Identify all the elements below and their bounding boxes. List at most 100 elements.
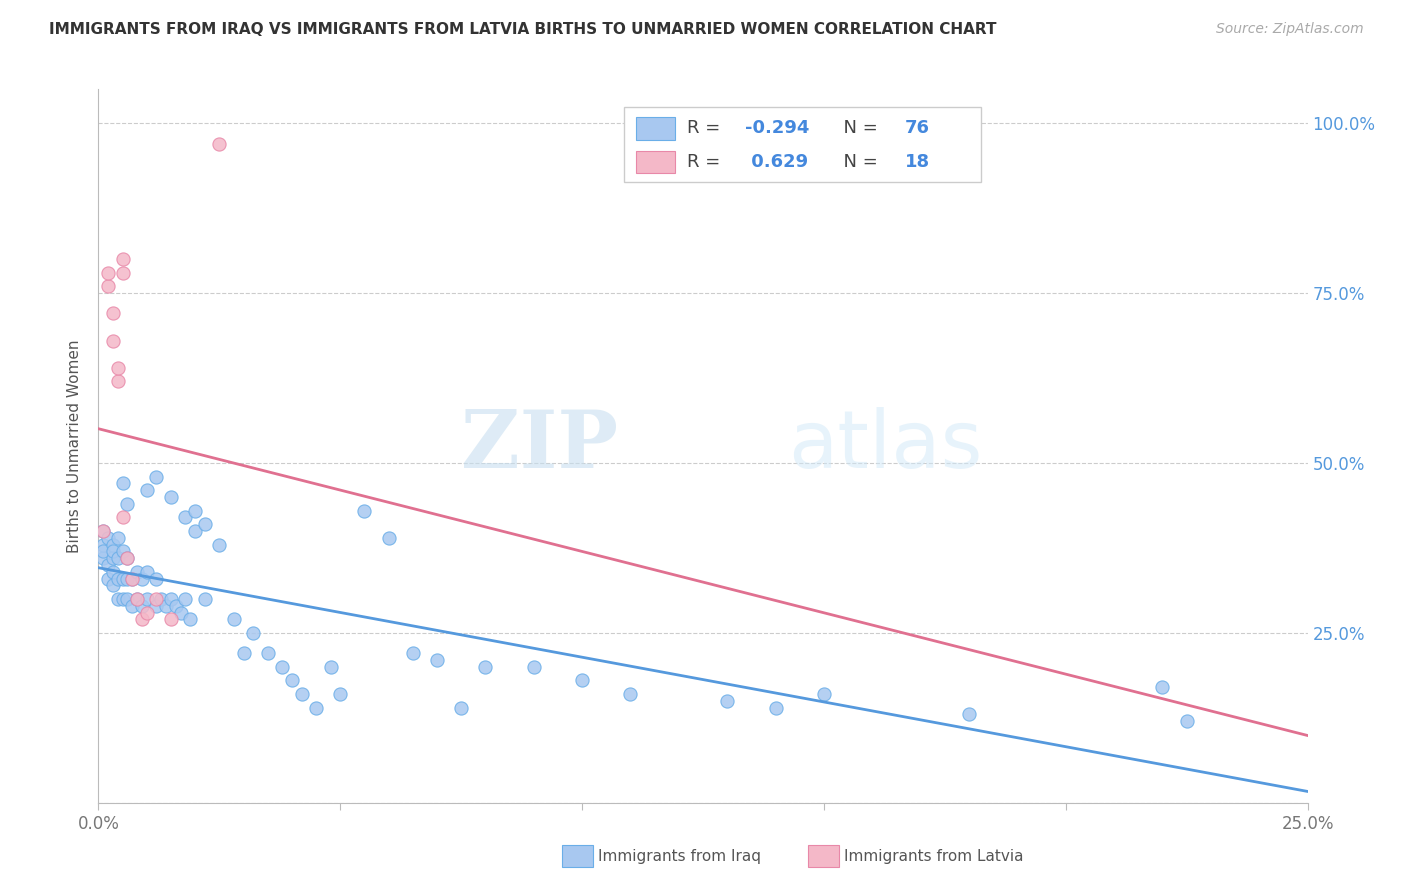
Point: [117, 551, 139, 566]
Point: [111, 510, 134, 524]
Point: [160, 612, 183, 626]
Point: [101, 537, 124, 551]
Point: [256, 646, 278, 660]
Point: [135, 591, 157, 606]
Point: [813, 687, 835, 701]
Text: -0.294: -0.294: [745, 120, 810, 137]
Point: [281, 673, 304, 688]
Text: 18: 18: [905, 153, 929, 171]
Point: [101, 306, 124, 320]
Point: [107, 591, 129, 606]
Text: 0.629: 0.629: [745, 153, 808, 171]
Point: [474, 660, 496, 674]
Point: [155, 599, 177, 613]
Point: [523, 660, 546, 674]
Y-axis label: Births to Unmarried Women: Births to Unmarried Women: [67, 339, 83, 553]
Text: Immigrants from Latvia: Immigrants from Latvia: [844, 849, 1024, 863]
Point: [377, 531, 399, 545]
Point: [232, 646, 254, 660]
FancyBboxPatch shape: [637, 117, 675, 140]
Point: [1175, 714, 1198, 729]
Point: [160, 591, 183, 606]
Point: [150, 591, 173, 606]
Point: [131, 612, 153, 626]
Point: [716, 694, 738, 708]
Point: [107, 375, 129, 389]
Point: [208, 136, 231, 151]
Point: [222, 612, 245, 626]
Point: [194, 591, 217, 606]
Point: [145, 591, 167, 606]
Point: [97, 279, 120, 293]
Point: [305, 700, 328, 714]
Point: [91, 537, 114, 551]
Point: [111, 544, 134, 558]
Point: [121, 572, 143, 586]
Point: [101, 565, 124, 579]
Point: [107, 551, 129, 566]
Point: [184, 524, 207, 538]
Text: N =: N =: [832, 120, 884, 137]
Point: [101, 578, 124, 592]
Text: R =: R =: [688, 120, 727, 137]
Point: [97, 558, 120, 572]
Point: [121, 572, 143, 586]
Point: [174, 591, 197, 606]
Point: [179, 612, 201, 626]
Point: [145, 599, 167, 613]
Text: Immigrants from Iraq: Immigrants from Iraq: [598, 849, 761, 863]
Point: [107, 531, 129, 545]
Point: [97, 531, 120, 545]
Point: [160, 490, 183, 504]
Point: [111, 266, 134, 280]
Point: [426, 653, 449, 667]
Point: [131, 572, 153, 586]
Point: [135, 606, 157, 620]
Point: [107, 360, 129, 375]
Point: [91, 524, 114, 538]
Point: [101, 544, 124, 558]
Point: [402, 646, 425, 660]
Point: [194, 517, 217, 532]
Point: [91, 551, 114, 566]
Point: [242, 626, 264, 640]
Point: [169, 606, 191, 620]
Text: 76: 76: [905, 120, 929, 137]
Point: [101, 334, 124, 348]
Point: [135, 565, 157, 579]
Point: [111, 591, 134, 606]
Point: [111, 252, 134, 266]
Point: [127, 591, 149, 606]
Point: [1152, 680, 1174, 694]
Text: atlas: atlas: [787, 407, 981, 485]
Point: [353, 503, 375, 517]
Point: [117, 497, 139, 511]
Text: R =: R =: [688, 153, 727, 171]
Point: [957, 707, 980, 722]
FancyBboxPatch shape: [637, 151, 675, 173]
Point: [91, 544, 114, 558]
Point: [208, 537, 231, 551]
Point: [131, 599, 153, 613]
Point: [121, 599, 143, 613]
Point: [765, 700, 787, 714]
FancyBboxPatch shape: [624, 107, 981, 182]
Point: [117, 551, 139, 566]
Point: [145, 572, 167, 586]
Point: [127, 591, 149, 606]
Point: [117, 572, 139, 586]
Point: [619, 687, 641, 701]
Point: [184, 503, 207, 517]
Point: [111, 476, 134, 491]
Point: [117, 591, 139, 606]
Point: [101, 551, 124, 566]
Point: [450, 700, 472, 714]
Point: [165, 599, 187, 613]
Point: [271, 660, 294, 674]
Point: [107, 572, 129, 586]
Point: [97, 266, 120, 280]
Text: Source: ZipAtlas.com: Source: ZipAtlas.com: [1216, 22, 1364, 37]
Point: [329, 687, 352, 701]
Point: [111, 572, 134, 586]
Point: [571, 673, 593, 688]
